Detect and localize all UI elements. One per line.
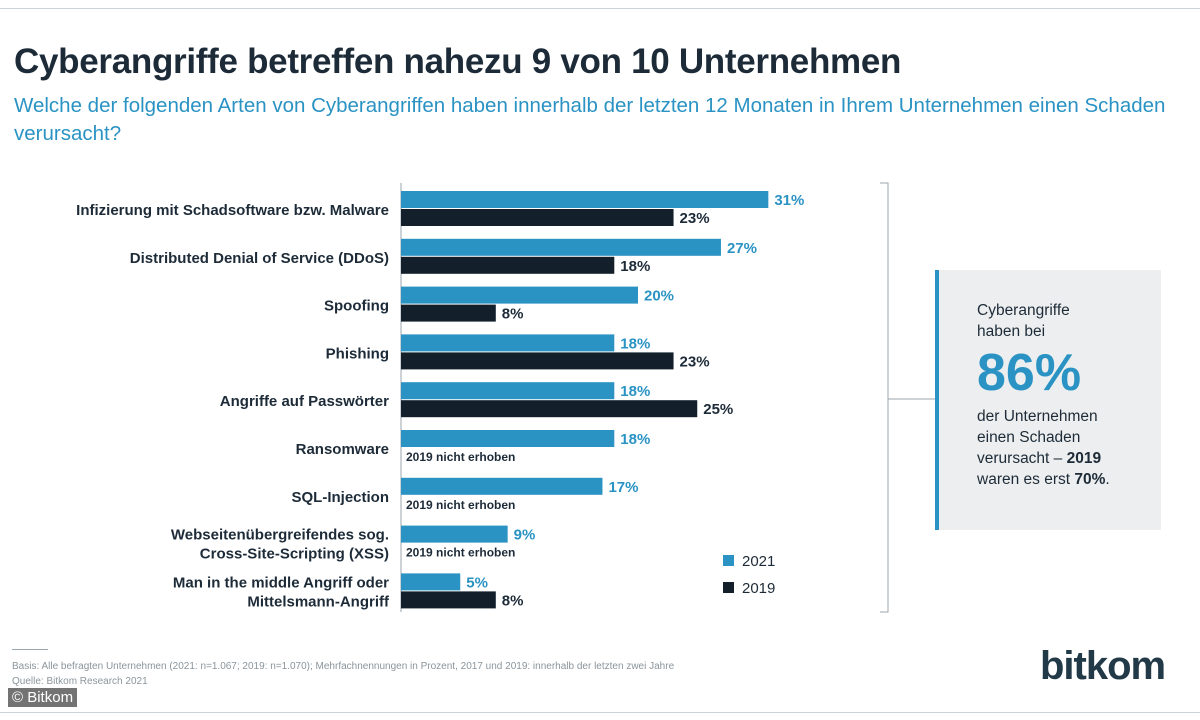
not-collected-note: 2019 nicht erhoben [406, 546, 515, 560]
callout-line-4: einen Schaden [977, 429, 1081, 446]
value-label-2021: 17% [608, 479, 638, 496]
bar-2021 [401, 525, 508, 543]
callout-box: Cyberangriffe haben bei 86% der Unterneh… [935, 270, 1161, 530]
bar-2019 [401, 591, 496, 609]
category-label: Man in the middle Angriff oder [173, 574, 389, 591]
footer-source: Quelle: Bitkom Research 2021 [12, 676, 148, 687]
category-label: Distributed Denial of Service (DDoS) [130, 250, 389, 267]
value-label-2019: 18% [620, 258, 650, 275]
category-label: Mittelsmann-Angriff [247, 593, 390, 610]
bar-2021 [401, 238, 721, 256]
bar-2019 [401, 209, 674, 226]
value-label-2021: 20% [644, 288, 674, 305]
chart-title: Cyberangriffe betreffen nahezu 9 von 10 … [14, 42, 902, 81]
category-label: Angriffe auf Passwörter [220, 393, 389, 410]
value-label-2021: 31% [774, 192, 804, 209]
not-collected-note: 2019 nicht erhoben [406, 450, 515, 464]
not-collected-note: 2019 nicht erhoben [406, 498, 515, 512]
top-rule [0, 8, 1200, 9]
callout-line-3: der Unternehmen [977, 408, 1098, 425]
bar-2021 [401, 334, 615, 352]
bar-2019 [401, 352, 674, 370]
bar-2021 [401, 573, 461, 591]
bar-2021 [401, 477, 603, 495]
value-label-2019: 8% [502, 306, 524, 323]
bar-2021 [401, 430, 615, 447]
callout-line-1: Cyberangriffe [977, 302, 1070, 319]
value-label-2021: 18% [620, 383, 650, 400]
value-label-2021: 18% [620, 335, 650, 352]
bar-2019 [401, 400, 698, 418]
bar-2021 [401, 191, 769, 208]
value-label-2019: 8% [502, 592, 524, 609]
bar-2019 [401, 256, 615, 274]
bar-2021 [401, 382, 615, 400]
category-label: Spoofing [324, 298, 389, 315]
chart-subtitle: Welche der folgenden Arten von Cyberangr… [14, 94, 1166, 145]
bottom-rule [0, 712, 1200, 713]
value-label-2019: 25% [703, 401, 733, 418]
footer-basis: Basis: Alle befragten Unternehmen (2021:… [12, 661, 675, 672]
callout-line-5: verursacht – 2019 [977, 450, 1102, 467]
bar-2021 [401, 286, 638, 304]
legend-label-2021: 2021 [742, 553, 775, 570]
category-label: SQL-Injection [292, 489, 390, 506]
category-label: Ransomware [296, 441, 389, 458]
value-label-2021: 5% [466, 574, 488, 591]
copyright-badge: © Bitkom [8, 688, 78, 707]
bracket [880, 182, 889, 613]
legend-label-2019: 2019 [742, 580, 775, 597]
value-label-2021: 27% [727, 240, 757, 257]
bitkom-logo: bitkom [1040, 644, 1166, 688]
footer-rule [12, 649, 48, 650]
callout-line-6: waren es erst 70%. [977, 471, 1110, 488]
legend-swatch-2019 [723, 582, 734, 593]
category-label: Infizierung mit Schadsoftware bzw. Malwa… [76, 202, 389, 219]
value-label-2019: 23% [680, 210, 710, 227]
value-label-2021: 18% [620, 431, 650, 448]
value-label-2021: 9% [514, 527, 536, 544]
category-label: Phishing [326, 345, 389, 362]
legend-swatch-2021 [723, 555, 734, 566]
category-label: Cross-Site-Scripting (XSS) [200, 546, 389, 563]
category-label: Webseitenübergreifendes sog. [171, 527, 389, 544]
callout-big-value: 86% [977, 344, 1082, 402]
value-label-2019: 23% [680, 353, 710, 370]
callout-line-2: haben bei [977, 323, 1046, 340]
bar-2019 [401, 304, 496, 322]
